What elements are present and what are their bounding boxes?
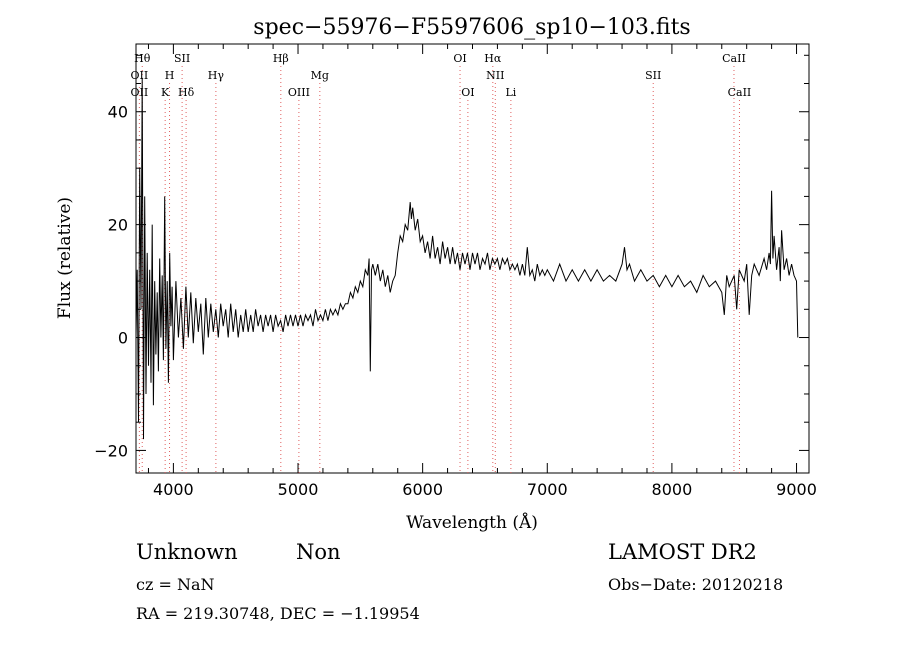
- spectral-line-label: Hγ: [208, 69, 225, 82]
- spectral-line-label: K: [161, 86, 170, 99]
- x-tick-label: 7000: [527, 480, 568, 499]
- y-tick-label: −20: [94, 441, 128, 460]
- x-tick-label: 5000: [278, 480, 319, 499]
- spectral-line-markers: [138, 66, 740, 473]
- y-tick-label: 20: [108, 216, 128, 235]
- spectral-line-label: OIII: [288, 86, 310, 99]
- observation-date: Obs−Date: 20120218: [608, 575, 784, 594]
- spectral-line-label: Hθ: [134, 52, 151, 65]
- spectrum-chart: spec−55976−F5597606_sp10−103.fits Hθ SII H…: [55, 15, 817, 533]
- x-tick-label: 4000: [153, 480, 194, 499]
- spectral-line-label: CaII: [722, 52, 746, 65]
- redshift-cz: cz = NaN: [136, 575, 215, 594]
- coordinates: RA = 219.30748, DEC = −1.19954: [136, 604, 420, 623]
- spectral-line-label: SII: [645, 69, 661, 82]
- spectrum-series-line: [135, 77, 799, 440]
- x-tick-label: 9000: [776, 480, 817, 499]
- spectral-line-label: Hβ: [273, 52, 289, 65]
- chart-title: spec−55976−F5597606_sp10−103.fits: [253, 15, 690, 40]
- x-axis-ticks: 4000 5000 6000 7000 8000 9000: [147, 44, 817, 499]
- spectral-line-label: H: [165, 69, 175, 82]
- y-axis-ticks: −20 0 20 40: [94, 54, 809, 460]
- spectral-line-label: OI: [453, 52, 466, 65]
- spectral-line-label: OI: [461, 86, 474, 99]
- spectral-line-label: SII: [174, 52, 190, 65]
- x-axis-label: Wavelength (Å): [406, 512, 538, 533]
- plot-frame: [135, 43, 810, 474]
- object-class: Unknown: [136, 540, 238, 564]
- x-tick-label: 6000: [402, 480, 443, 499]
- object-subclass: Non: [296, 540, 341, 564]
- spectral-line-label: Hα: [484, 52, 502, 65]
- y-tick-label: 0: [118, 329, 128, 348]
- x-tick-label: 8000: [652, 480, 693, 499]
- spectral-line-label: CaII: [728, 86, 752, 99]
- spectral-line-label: OII: [131, 86, 149, 99]
- spectral-line-label: Mg: [311, 69, 329, 82]
- y-axis-label: Flux (relative): [55, 197, 75, 319]
- spectral-line-labels: Hθ SII Hβ OI Hα CaII OII H Hγ Mg NII SII OII K Hδ OIII O…: [131, 52, 752, 99]
- spectral-line-label: Li: [505, 86, 516, 99]
- spectral-line-label: OII: [131, 69, 149, 82]
- spectral-line-label: Hδ: [178, 86, 195, 99]
- spectral-line-label: NII: [486, 69, 504, 82]
- y-tick-label: 40: [108, 103, 128, 122]
- survey-name: LAMOST DR2: [608, 540, 757, 564]
